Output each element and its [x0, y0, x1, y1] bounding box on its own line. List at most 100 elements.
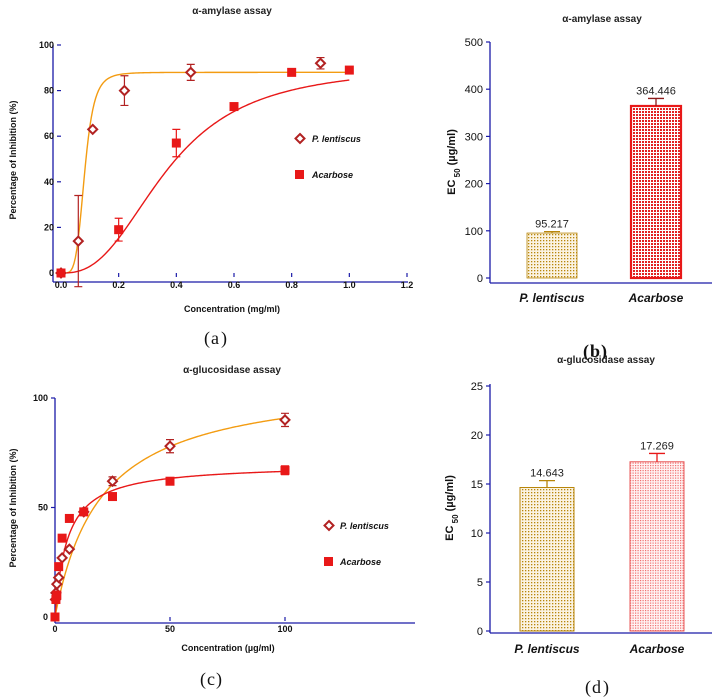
chart-b-y-label: EC 50 (µg/ml): [446, 129, 462, 195]
panel-label-b: b: [590, 341, 600, 361]
chart-a-legend-p-lentiscus: P. lentiscus: [312, 134, 361, 144]
chart-c-point-acarbose: [280, 465, 290, 475]
chart-d-title: α-glucosidase assay: [557, 355, 655, 366]
chart-a-x-tick-label: 0.4: [170, 280, 183, 290]
chart-c-y-tick-label: 50: [38, 503, 48, 513]
svg-text:(: (: [585, 677, 591, 697]
svg-text:(: (: [200, 669, 206, 690]
chart-d-error-bar-acarbose: [649, 452, 665, 462]
chart-c-point-acarbose: [54, 562, 64, 572]
chart-a-point-acarbose: [114, 225, 124, 235]
chart-a-x-tick-label: 0.0: [55, 280, 68, 290]
chart-d-value-label-acarbose: 17.269: [640, 440, 674, 452]
chart-d-y-tick-label: 20: [471, 430, 483, 442]
svg-text:): ): [601, 341, 607, 362]
chart-a-x-tick-label: 1.0: [343, 280, 356, 290]
chart-c-y-tick-label: 0: [43, 612, 48, 622]
chart-a-y-label: Percentage of Inhibition (%): [8, 100, 18, 219]
chart-c-point-p-lentiscus: [63, 543, 76, 556]
chart-c-curve-acarbose: [54, 470, 286, 616]
chart-a-legend-marker-p-lentiscus: [294, 132, 306, 145]
chart-c-point-p-lentiscus: [52, 571, 65, 584]
chart-c-legend-acarbose: Acarbose: [339, 557, 381, 567]
chart-a-point-p-lentiscus: [184, 66, 197, 79]
chart-b-category-label-p-lentiscus: P. lentiscus: [519, 291, 584, 305]
panel-b-chart: α-amylase assay 0 100 200 300 400 500 EC 50 (…: [446, 14, 712, 362]
chart-c-point-acarbose: [57, 533, 67, 543]
chart-c-point-p-lentiscus: [56, 551, 69, 564]
chart-c-point-acarbose: [165, 476, 175, 486]
chart-d-y-tick-label: 0: [477, 626, 483, 638]
chart-c-point-p-lentiscus: [279, 413, 291, 426]
chart-a-y-tick-label: 40: [44, 177, 54, 187]
chart-a-legend: P. lentiscus Acarbose: [294, 132, 361, 180]
chart-a-x-tick-label: 0.2: [112, 280, 125, 290]
chart-a-point-p-lentiscus: [118, 84, 131, 97]
chart-a-point-acarbose: [287, 67, 297, 77]
chart-c-y-label: Percentage of Inhibition (%): [8, 448, 18, 567]
chart-d-bar-acarbose: [629, 461, 685, 632]
chart-b-y-tick-label: 200: [465, 179, 483, 191]
chart-b-value-label-acarbose: 364.446: [636, 85, 676, 97]
chart-c-x-tick-label: 50: [165, 624, 175, 634]
chart-a-point-acarbose: [171, 138, 181, 148]
panel-label-c: c: [207, 669, 215, 689]
chart-a-point-p-lentiscus: [314, 57, 327, 70]
chart-c-legend: P. lentiscus Acarbose: [323, 519, 389, 567]
chart-d-error-bar-p-lentiscus: [539, 479, 555, 488]
chart-d-y-tick-label: 5: [477, 577, 483, 589]
chart-c-point-p-lentiscus: [164, 440, 176, 453]
chart-a-point-p-lentiscus: [86, 123, 99, 136]
panel-a-chart: α-amylase assay 0.0 0.2 0.4 0.6 0.8 1.0 1.2 0 2…: [8, 6, 413, 349]
svg-text:): ): [603, 677, 609, 697]
chart-a-point-p-lentiscus: [72, 235, 85, 247]
chart-a-x-label: Concentration (mg/ml): [184, 304, 280, 314]
chart-b-y-tick-label: 100: [465, 226, 483, 238]
chart-c-title: α-glucosidase assay: [183, 365, 281, 376]
chart-a-y-tick-label: 100: [39, 40, 54, 50]
chart-b-title: α-amylase assay: [562, 14, 642, 25]
chart-c-point-acarbose: [64, 513, 74, 523]
chart-a-point-acarbose: [344, 65, 354, 75]
svg-text:): ): [216, 669, 222, 690]
chart-a-y-tick-label: 60: [44, 131, 54, 141]
chart-a-y-tick-label: 20: [44, 222, 54, 232]
chart-a-legend-marker-acarbose: [295, 170, 304, 179]
svg-text:(: (: [583, 341, 589, 362]
svg-text:(: (: [204, 328, 210, 349]
chart-a-y-tick-label: 0: [49, 268, 54, 278]
chart-c-y-tick-label: 100: [33, 393, 48, 403]
chart-d-y-tick-label: 15: [471, 479, 483, 491]
chart-b-y-tick-label: 300: [465, 131, 483, 143]
chart-d-y-tick-label: 10: [471, 528, 483, 540]
chart-b-y-tick-label: 0: [477, 273, 483, 285]
svg-text:): ): [221, 328, 227, 349]
chart-b-value-label-p-lentiscus: 95.217: [535, 219, 569, 231]
chart-d-bar-p-lentiscus: [519, 486, 575, 632]
panel-label-d: d: [592, 677, 601, 697]
chart-b-error-bar-acarbose: [648, 97, 664, 106]
chart-a-curve-p-lentiscus: [61, 71, 350, 274]
chart-a-y-tick-label: 80: [44, 86, 54, 96]
chart-a-x-tick-label: 1.2: [401, 280, 414, 290]
chart-a-title: α-amylase assay: [192, 6, 272, 17]
chart-a-point-acarbose: [229, 102, 239, 112]
chart-c-legend-marker-p-lentiscus: [323, 519, 335, 532]
chart-c-point-acarbose: [79, 507, 89, 517]
chart-a-x-tick-label: 0.6: [228, 280, 241, 290]
chart-d-category-label-acarbose: Acarbose: [629, 642, 685, 656]
chart-b-y-tick-label: 400: [465, 84, 483, 96]
chart-d-y-label: EC 50 (µg/ml): [444, 475, 460, 541]
panel-c-chart: α-glucosidase assay 0 50 100 0 50 100 Concen…: [8, 365, 415, 690]
chart-a-x-tick-label: 0.8: [285, 280, 298, 290]
chart-b-y-tick-label: 500: [465, 37, 483, 49]
chart-a-point-acarbose: [56, 268, 66, 278]
chart-b-bar-acarbose: [629, 104, 683, 280]
chart-d-category-label-p-lentiscus: P. lentiscus: [514, 642, 579, 656]
chart-c-point-acarbose: [108, 492, 117, 502]
panel-d-chart: α-glucosidase assay 0 5 10 15 20 25 EC 50 (µg…: [444, 355, 712, 697]
chart-c-x-tick-label: 100: [277, 624, 292, 634]
chart-d-y-tick-label: 25: [471, 381, 483, 393]
chart-b-category-label-acarbose: Acarbose: [628, 291, 684, 305]
